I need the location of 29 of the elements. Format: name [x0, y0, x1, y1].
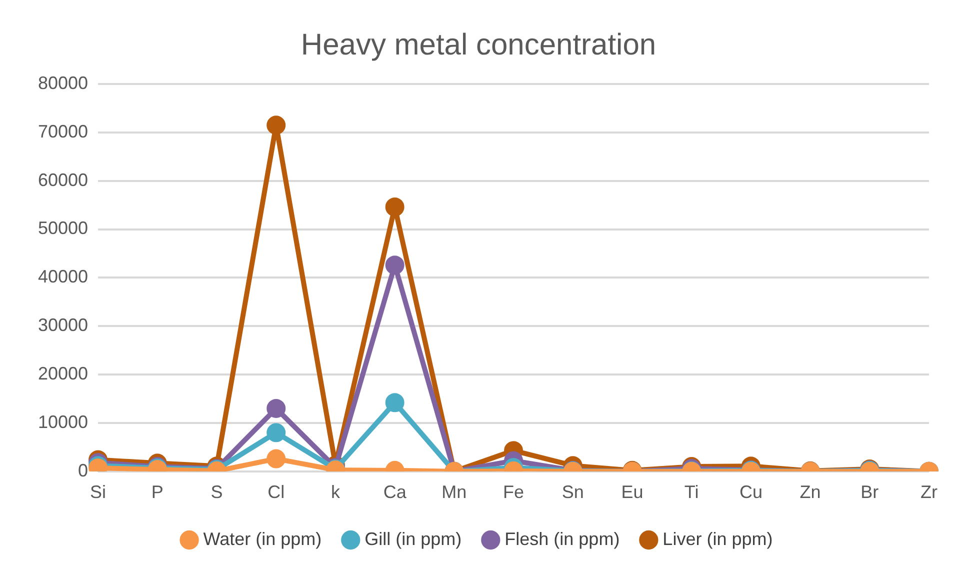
x-tick-label: Br	[860, 482, 879, 502]
y-tick-label: 10000	[38, 412, 88, 432]
x-tick-label: Zr	[920, 482, 938, 502]
x-tick-label: Ca	[383, 482, 408, 502]
legend-label: Flesh (in ppm)	[504, 528, 620, 549]
legend-label: Water (in ppm)	[203, 528, 322, 549]
y-tick-label: 20000	[38, 364, 88, 384]
x-tick-label: Cl	[268, 482, 285, 502]
x-tick-label: S	[210, 482, 223, 502]
y-tick-label: 40000	[38, 266, 88, 287]
x-tick-label: Si	[90, 482, 106, 502]
legend-label: Gill (in ppm)	[364, 528, 462, 549]
x-tick-label: Zn	[800, 482, 821, 502]
x-tick-label: Eu	[621, 482, 644, 502]
y-tick-label: 0	[78, 460, 88, 480]
x-tick-label: Ti	[684, 482, 699, 502]
x-tick-label: P	[151, 482, 164, 502]
x-tick-label: k	[330, 482, 341, 502]
x-tick-label: Sn	[562, 482, 584, 502]
x-tick-label: Cu	[739, 482, 762, 502]
x-tick-label: Fe	[503, 482, 524, 502]
y-tick-label: 80000	[38, 72, 88, 93]
y-tick-label: 60000	[38, 170, 88, 190]
y-tick-label: 70000	[38, 121, 88, 142]
legend-label: Liver (in ppm)	[662, 528, 773, 549]
y-tick-label: 30000	[38, 315, 88, 336]
x-tick-label: Mn	[442, 482, 467, 502]
chart-title: Heavy metal concentration	[300, 28, 656, 62]
y-tick-label: 50000	[38, 218, 88, 238]
